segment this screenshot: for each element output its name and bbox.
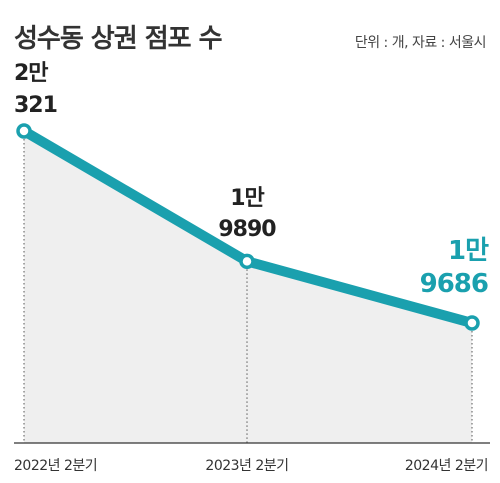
chart-title: 성수동 상권 점포 수 <box>14 24 223 54</box>
data-point <box>16 123 32 139</box>
data-point <box>464 315 480 331</box>
x-tick-label: 2022년 2분기 <box>14 458 97 474</box>
data-label-top: 2만 <box>14 61 48 86</box>
data-point <box>239 253 255 270</box>
x-tick-label: 2023년 2분기 <box>205 458 288 474</box>
data-label-top: 1만 <box>448 236 489 266</box>
x-tick-label: 2024년 2분기 <box>405 458 488 474</box>
data-label-top: 1만 <box>230 186 264 211</box>
area-fill <box>24 131 472 443</box>
data-label-bottom: 9686 <box>420 269 488 299</box>
source-note: 단위 : 개, 자료 : 서울시 <box>354 35 487 51</box>
data-label-bottom: 9890 <box>218 217 276 242</box>
data-label-bottom: 321 <box>14 93 57 118</box>
